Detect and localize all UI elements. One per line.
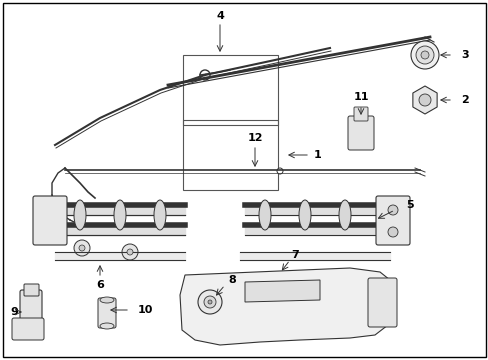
Circle shape <box>415 46 433 64</box>
Circle shape <box>276 168 283 174</box>
Ellipse shape <box>100 323 114 329</box>
Ellipse shape <box>338 200 350 230</box>
FancyBboxPatch shape <box>367 278 396 327</box>
FancyBboxPatch shape <box>347 116 373 150</box>
Text: 3: 3 <box>460 50 468 60</box>
FancyBboxPatch shape <box>353 107 367 121</box>
Circle shape <box>79 245 85 251</box>
FancyBboxPatch shape <box>24 284 39 296</box>
Text: 2: 2 <box>460 95 468 105</box>
FancyBboxPatch shape <box>12 318 44 340</box>
Text: 10: 10 <box>138 305 153 315</box>
Text: 6: 6 <box>96 280 104 290</box>
Polygon shape <box>244 280 319 302</box>
Circle shape <box>410 41 438 69</box>
Text: 4: 4 <box>216 11 224 21</box>
Ellipse shape <box>100 297 114 303</box>
FancyBboxPatch shape <box>375 196 409 245</box>
Text: 1: 1 <box>313 150 321 160</box>
FancyBboxPatch shape <box>33 196 67 245</box>
Text: 8: 8 <box>228 275 235 285</box>
Polygon shape <box>180 268 389 345</box>
Ellipse shape <box>298 200 310 230</box>
Circle shape <box>418 94 430 106</box>
Circle shape <box>127 249 133 255</box>
Circle shape <box>387 205 397 215</box>
Ellipse shape <box>259 200 270 230</box>
FancyBboxPatch shape <box>20 290 42 332</box>
Circle shape <box>420 51 428 59</box>
Text: 9: 9 <box>10 307 18 317</box>
Ellipse shape <box>114 200 126 230</box>
Text: 11: 11 <box>352 92 368 102</box>
Ellipse shape <box>74 200 86 230</box>
Ellipse shape <box>154 200 165 230</box>
Circle shape <box>207 300 212 304</box>
Circle shape <box>387 227 397 237</box>
Text: 12: 12 <box>247 133 262 143</box>
Text: 7: 7 <box>290 250 298 260</box>
Circle shape <box>203 296 216 308</box>
Text: 5: 5 <box>406 200 413 210</box>
Bar <box>183 120 278 190</box>
Polygon shape <box>412 86 436 114</box>
Circle shape <box>198 290 222 314</box>
Circle shape <box>74 240 90 256</box>
Bar <box>183 55 278 125</box>
Circle shape <box>122 244 138 260</box>
FancyBboxPatch shape <box>98 298 116 328</box>
